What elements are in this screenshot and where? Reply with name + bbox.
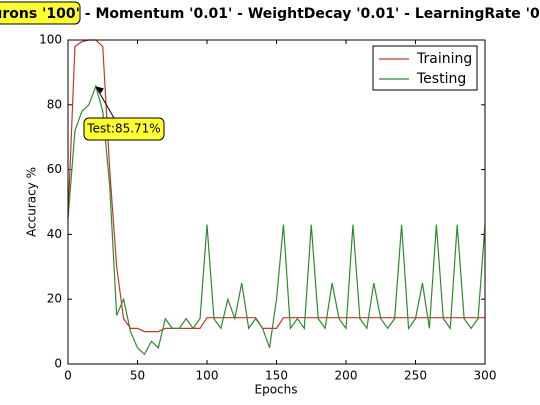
x-tick-label: 200	[335, 369, 358, 383]
x-tick-label: 0	[64, 369, 72, 383]
annotation-box	[0, 1, 81, 25]
y-tick-label: 40	[47, 227, 62, 241]
legend-label: Training	[416, 51, 472, 67]
chart-title: Neurons '100' - Momentum '0.01' - Weight…	[0, 6, 540, 22]
plot-frame	[67, 39, 486, 365]
y-tick-label: 80	[47, 97, 62, 111]
x-tick-label: 300	[474, 369, 497, 383]
x-tick-label: 100	[196, 369, 219, 383]
annotation-box	[83, 117, 165, 141]
y-axis-label: Accuracy %	[25, 167, 39, 237]
legend-box	[372, 45, 478, 91]
y-tick-label: 60	[47, 162, 62, 176]
x-axis-label: Epochs	[255, 383, 298, 397]
annotation-text: Test:85.71%	[86, 122, 160, 136]
x-tick-label: 50	[130, 369, 145, 383]
annotation-arrow	[95, 86, 115, 119]
x-tick-label: 150	[265, 369, 288, 383]
annotation-arrowhead	[95, 86, 104, 94]
line-1	[67, 84, 486, 356]
x-tick-label: 250	[404, 369, 427, 383]
y-tick-label: 0	[54, 357, 62, 371]
y-tick-label: 20	[47, 292, 62, 306]
y-tick-label: 100	[39, 33, 62, 47]
legend-label: Testing	[416, 71, 466, 87]
